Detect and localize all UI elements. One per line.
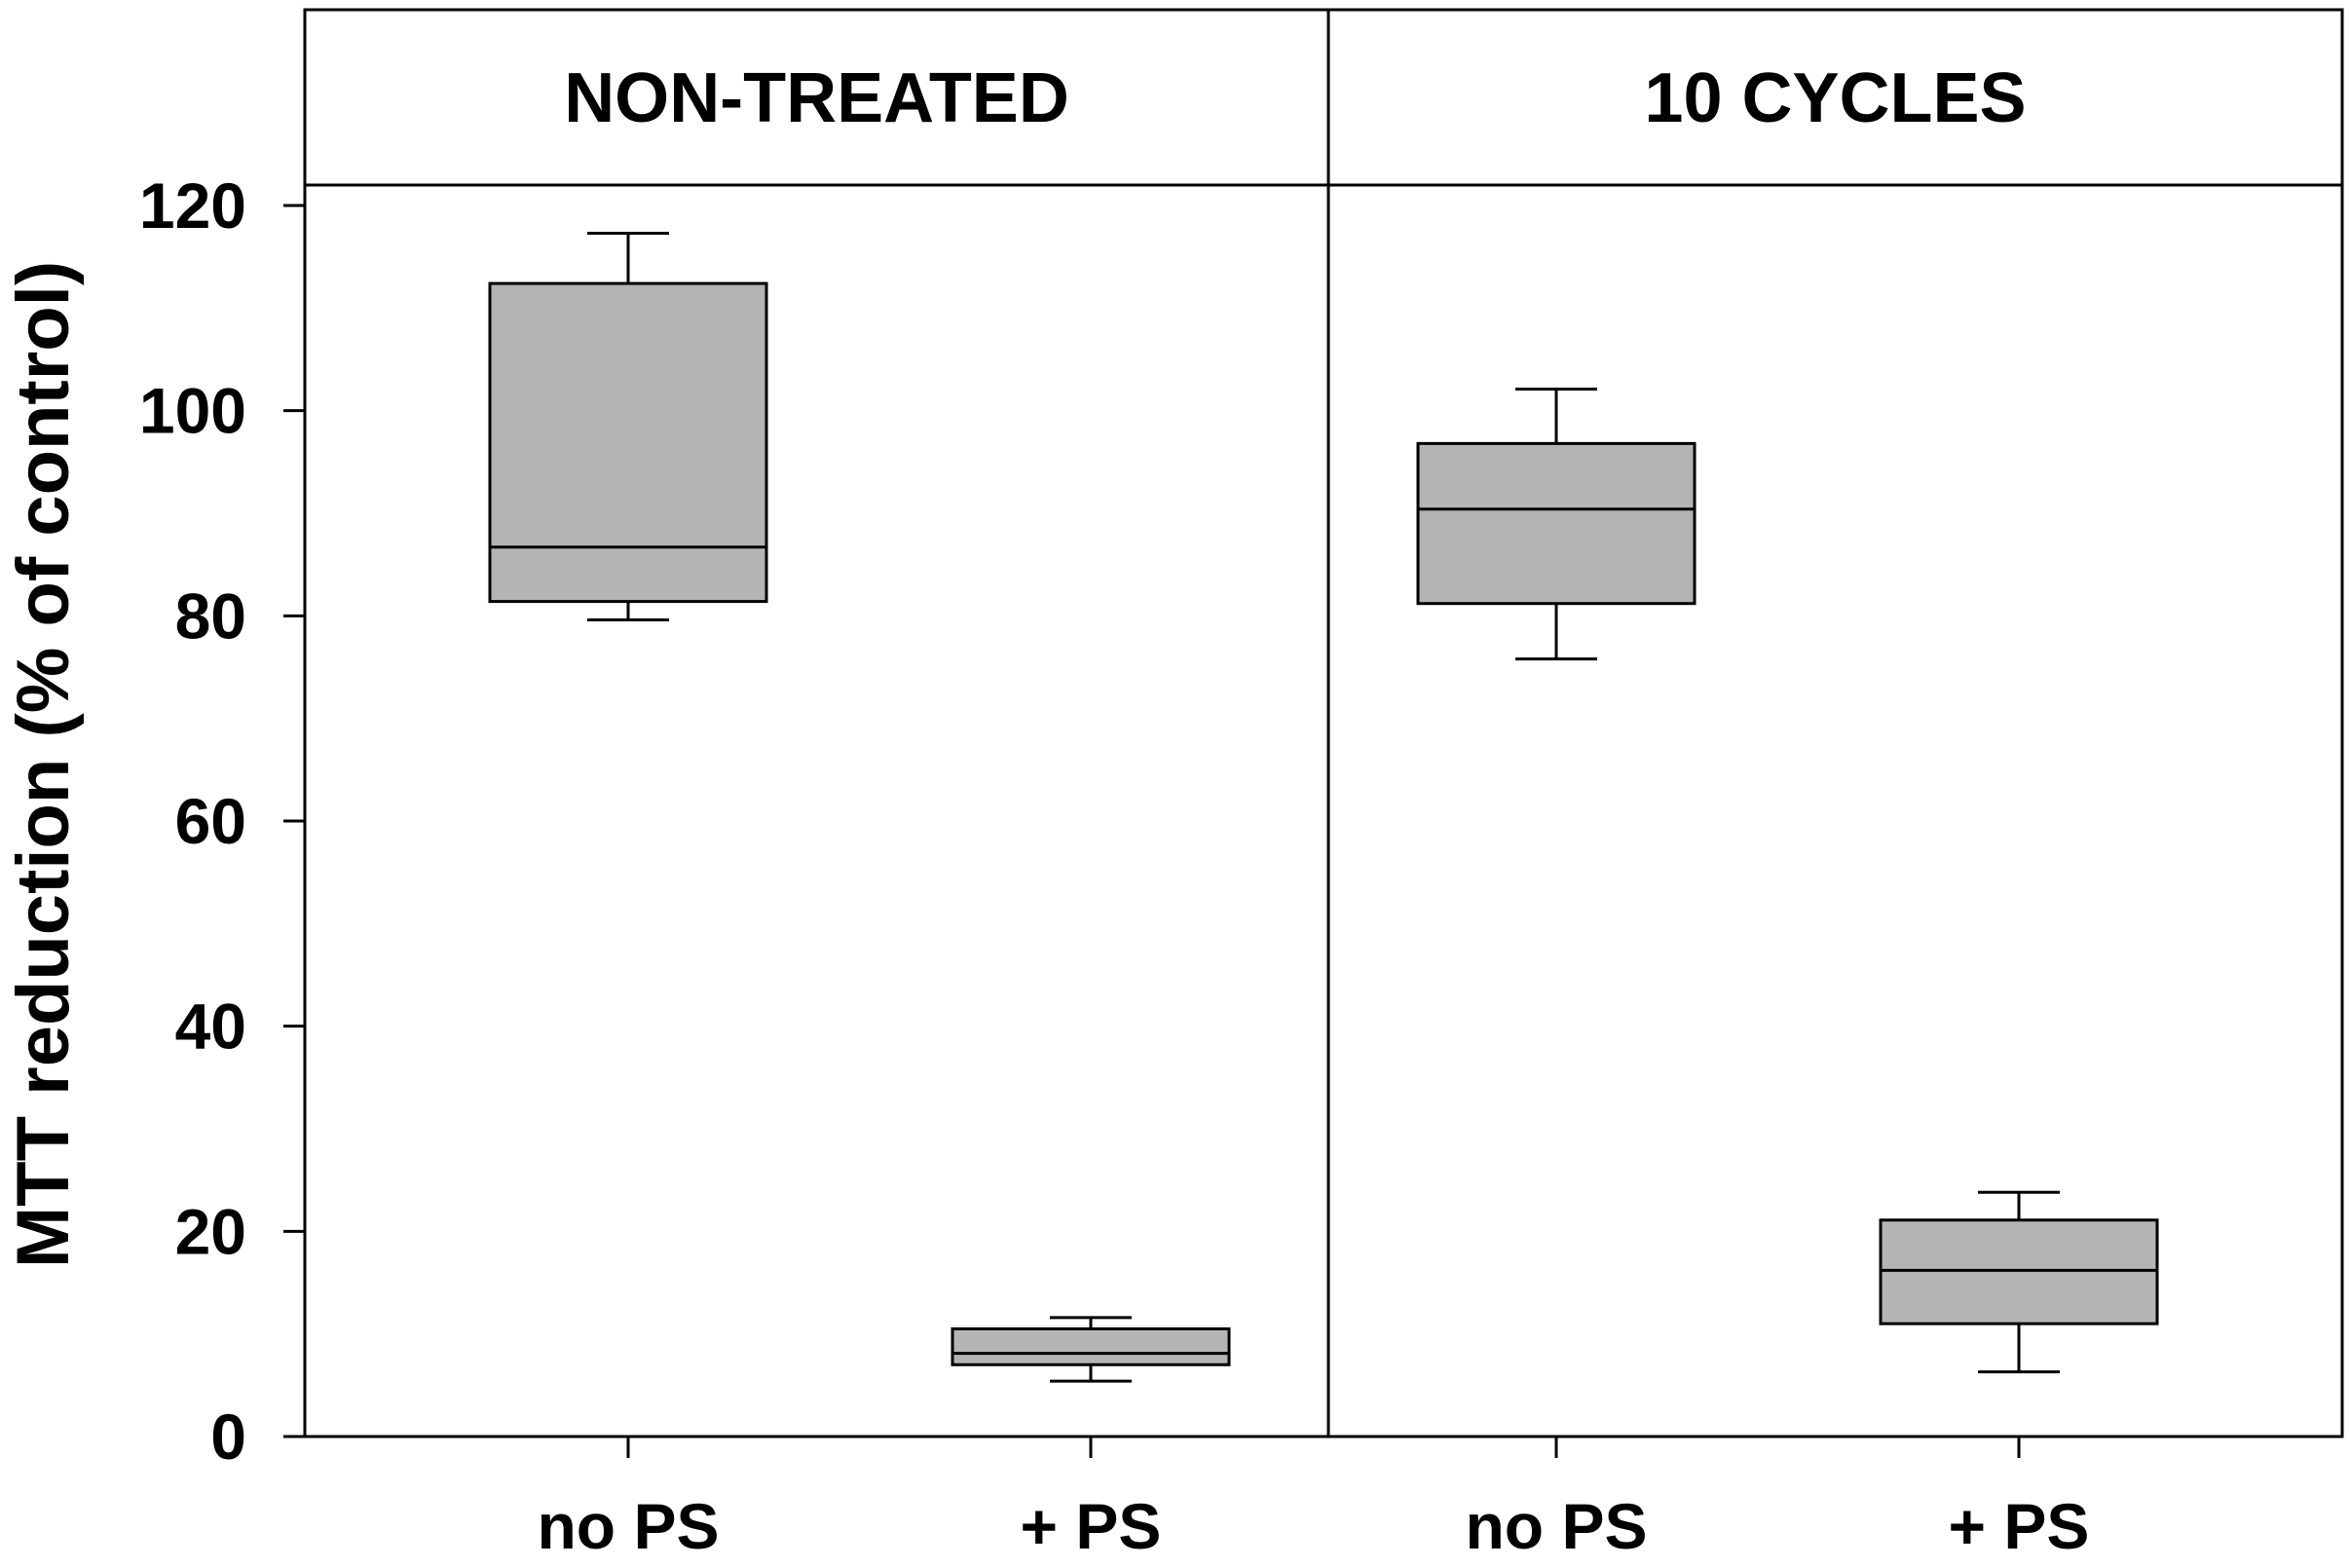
x-axis: no PS + PS no PS + PS bbox=[537, 1437, 2089, 1562]
x-tick-label: no PS bbox=[537, 1490, 719, 1562]
plot-frame bbox=[303, 8, 2344, 1438]
y-tick-label: 80 bbox=[175, 579, 246, 652]
x-tick-label: no PS bbox=[1465, 1490, 1647, 1562]
box-plot bbox=[1879, 1190, 2159, 1374]
iqr-box bbox=[951, 1326, 1231, 1366]
box-series bbox=[488, 231, 2159, 1383]
y-tick-label: 40 bbox=[175, 990, 246, 1063]
x-tick-label: + PS bbox=[1021, 1490, 1162, 1562]
y-tick-label: 0 bbox=[210, 1400, 246, 1473]
box-plot bbox=[951, 1316, 1231, 1383]
panel-title: 10 CYCLES bbox=[1644, 59, 2026, 137]
y-axis-title: MTT reduction (% of control) bbox=[2, 261, 85, 1268]
iqr-box bbox=[488, 281, 768, 604]
box-plot bbox=[488, 231, 768, 622]
iqr-box bbox=[1416, 441, 1697, 606]
y-tick-label: 100 bbox=[139, 375, 246, 447]
y-tick-label: 120 bbox=[139, 169, 246, 242]
box-plot bbox=[1416, 388, 1697, 661]
iqr-box bbox=[1879, 1218, 2159, 1325]
panel-title: NON-TREATED bbox=[564, 59, 1069, 137]
plot-border bbox=[303, 8, 2344, 1438]
y-axis: 0 20 40 60 80 100 120 bbox=[139, 169, 305, 1473]
x-tick-label: + PS bbox=[1949, 1490, 2090, 1562]
panel-headers: NON-TREATED 10 CYCLES bbox=[564, 59, 2026, 137]
y-tick-label: 60 bbox=[175, 785, 246, 857]
y-tick-label: 20 bbox=[175, 1195, 246, 1267]
